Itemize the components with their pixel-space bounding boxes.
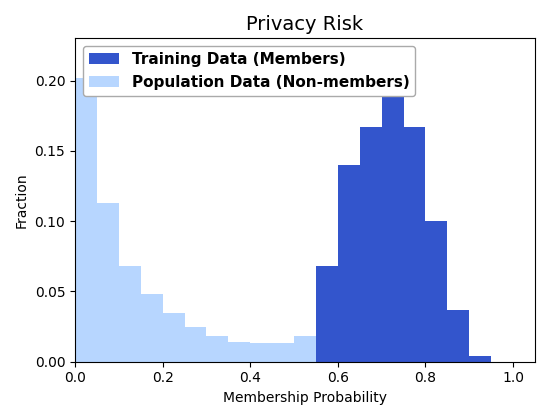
Bar bbox=[185, 327, 206, 362]
Bar bbox=[382, 291, 404, 362]
Title: Privacy Risk: Privacy Risk bbox=[246, 15, 364, 34]
Bar bbox=[206, 336, 228, 362]
Bar bbox=[469, 359, 491, 362]
Bar bbox=[469, 356, 491, 362]
Legend: Training Data (Members), Population Data (Non-members): Training Data (Members), Population Data… bbox=[82, 46, 415, 96]
Bar bbox=[404, 127, 426, 362]
Bar bbox=[75, 78, 97, 362]
Bar bbox=[426, 348, 447, 362]
Bar bbox=[119, 266, 141, 362]
Bar bbox=[338, 232, 360, 362]
Bar bbox=[447, 356, 469, 362]
Bar bbox=[141, 294, 163, 362]
Bar bbox=[163, 312, 185, 362]
Bar bbox=[272, 344, 294, 362]
Y-axis label: Fraction: Fraction bbox=[15, 172, 29, 228]
X-axis label: Membership Probability: Membership Probability bbox=[223, 391, 387, 405]
Bar bbox=[447, 310, 469, 362]
Bar bbox=[360, 127, 382, 362]
Bar bbox=[426, 221, 447, 362]
Bar bbox=[360, 247, 382, 362]
Bar bbox=[382, 78, 404, 362]
Bar bbox=[97, 203, 119, 362]
Bar bbox=[316, 273, 338, 362]
Bar bbox=[316, 266, 338, 362]
Bar bbox=[294, 336, 316, 362]
Bar bbox=[250, 344, 272, 362]
Bar bbox=[338, 165, 360, 362]
Bar bbox=[228, 342, 250, 362]
Bar bbox=[404, 327, 426, 362]
